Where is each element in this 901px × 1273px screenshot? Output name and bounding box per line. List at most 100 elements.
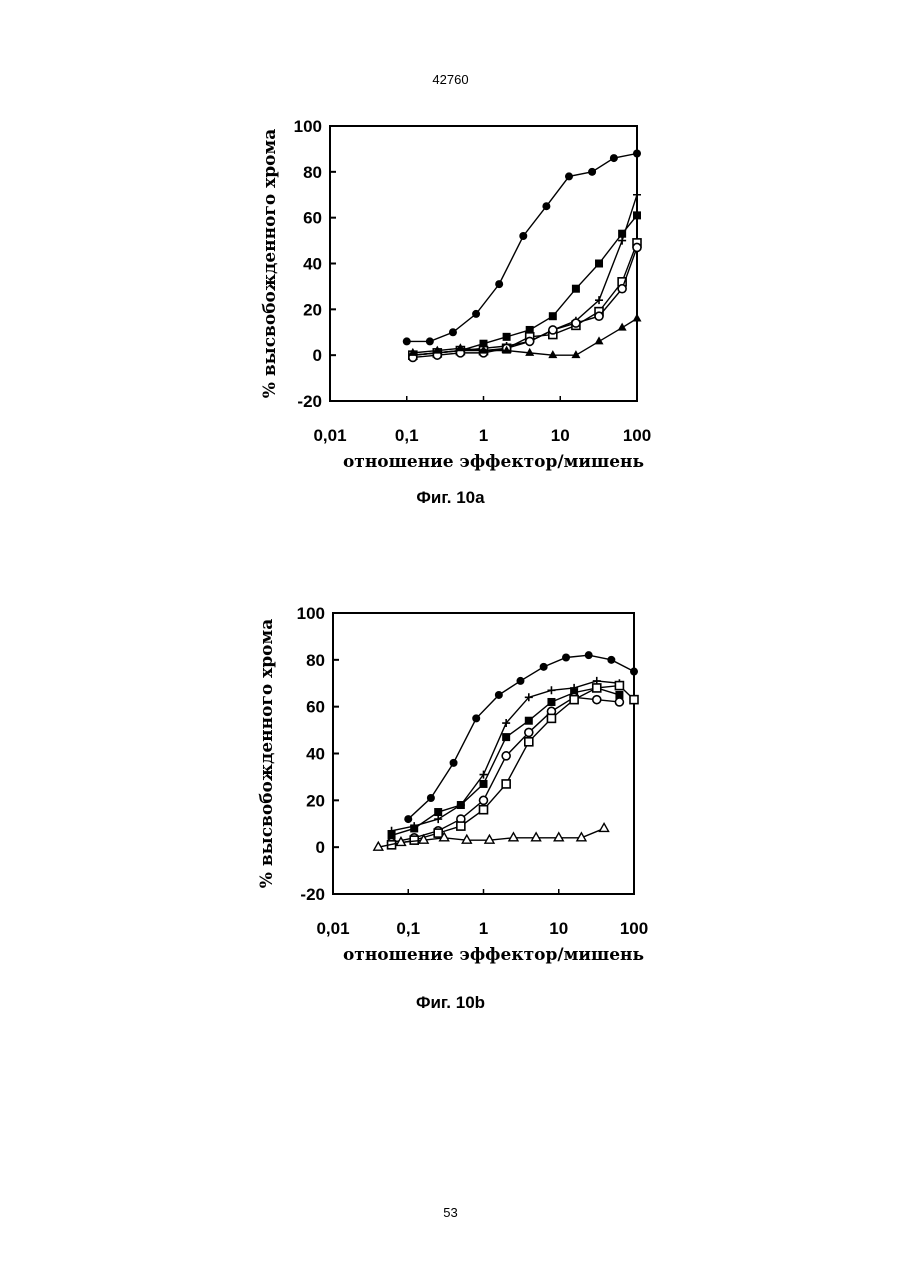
x-axis-title: отношение эффектор/мишень — [343, 452, 644, 472]
data-point — [403, 337, 411, 345]
data-point — [449, 328, 457, 336]
series-filled-circle — [404, 651, 638, 823]
data-point — [547, 714, 555, 722]
page-number: 53 — [0, 1205, 901, 1220]
data-point — [472, 310, 480, 318]
x-tick-label: 1 — [479, 426, 488, 445]
data-point — [540, 663, 548, 671]
y-tick-label: 60 — [303, 209, 322, 228]
data-point — [633, 191, 641, 199]
data-point — [607, 656, 615, 664]
data-point — [595, 312, 603, 320]
y-tick-label: -20 — [300, 885, 325, 904]
y-tick-label: 100 — [294, 117, 322, 136]
data-point — [434, 829, 442, 837]
data-point — [549, 312, 557, 320]
data-point — [615, 682, 623, 690]
data-point — [565, 172, 573, 180]
x-tick-label: 10 — [551, 426, 570, 445]
x-tick-label: 100 — [620, 919, 648, 938]
data-point — [503, 333, 511, 341]
data-point — [404, 815, 412, 823]
page-header: 42760 — [0, 72, 901, 87]
data-point — [618, 285, 626, 293]
data-point — [593, 696, 601, 704]
data-point — [480, 806, 488, 814]
data-point — [630, 668, 638, 676]
data-point — [618, 323, 627, 331]
y-tick-label: 40 — [303, 255, 322, 274]
data-point — [509, 833, 518, 841]
y-tick-label: 40 — [306, 745, 325, 764]
data-point — [572, 285, 580, 293]
data-point — [547, 698, 555, 706]
data-point — [502, 733, 510, 741]
data-point — [633, 150, 641, 158]
data-point — [633, 211, 641, 219]
data-point — [426, 337, 434, 345]
y-tick-label: -20 — [297, 392, 322, 411]
data-point — [502, 780, 510, 788]
figure-10a: -20 0 20 40 60 80 100 0,01 0,1 1 10 100 отношение эф… — [0, 100, 901, 520]
y-tick-label: 80 — [306, 651, 325, 670]
y-tick-label: 20 — [303, 300, 322, 319]
data-point — [525, 717, 533, 725]
y-tick-label: 0 — [313, 346, 322, 365]
data-point — [547, 686, 555, 694]
data-point — [434, 815, 442, 823]
x-tick-label: 0,01 — [316, 919, 349, 938]
data-point — [610, 154, 618, 162]
data-point — [495, 280, 503, 288]
data-point — [572, 319, 580, 327]
y-tick-label: 60 — [306, 698, 325, 717]
data-point — [585, 651, 593, 659]
series-line — [392, 686, 634, 845]
chart-10b: -200204060801000,010,1110100отношение эф… — [0, 590, 901, 1010]
y-tick-label: 80 — [303, 163, 322, 182]
x-tick-label: 0,01 — [313, 426, 346, 445]
chart-10a: -20 0 20 40 60 80 100 0,01 0,1 1 10 100 отношение эф… — [0, 100, 901, 520]
data-point — [600, 823, 609, 831]
data-point — [472, 714, 480, 722]
x-axis-title: отношение эффектор/мишень — [343, 945, 644, 965]
figure-caption: Фиг. 10a — [0, 488, 901, 508]
data-point — [588, 168, 596, 176]
figure-caption: Фиг. 10b — [0, 993, 901, 1013]
y-tick-label: 0 — [316, 838, 325, 857]
x-tick-label: 0,1 — [395, 426, 419, 445]
data-point — [615, 698, 623, 706]
data-point — [532, 833, 541, 841]
x-tick-label: 0,1 — [396, 919, 420, 938]
data-point — [595, 260, 603, 268]
x-tick-label: 100 — [623, 426, 651, 445]
y-tick-label: 20 — [306, 791, 325, 810]
data-point — [549, 326, 557, 334]
data-point — [633, 314, 642, 322]
data-point — [525, 738, 533, 746]
data-point — [633, 243, 641, 251]
data-point — [516, 677, 524, 685]
data-point — [457, 822, 465, 830]
data-point — [450, 759, 458, 767]
x-tick-label: 10 — [549, 919, 568, 938]
data-point — [519, 232, 527, 240]
data-point — [495, 691, 503, 699]
data-point — [593, 684, 601, 692]
series-line — [392, 688, 620, 836]
data-point — [542, 202, 550, 210]
data-point — [630, 696, 638, 704]
data-point — [595, 336, 604, 344]
data-point — [480, 780, 488, 788]
series-open-square — [388, 682, 638, 849]
series-filled-circle — [403, 150, 641, 346]
y-axis-title: % высвобожденного хрома — [257, 619, 277, 888]
series-open-square — [409, 239, 641, 359]
y-axis-title: % высвобожденного хрома — [260, 129, 280, 398]
y-tick-label: 100 — [297, 604, 325, 623]
data-point — [525, 728, 533, 736]
figure-10b: -200204060801000,010,1110100отношение эф… — [0, 590, 901, 1010]
data-point — [554, 833, 563, 841]
data-point — [562, 653, 570, 661]
data-point — [526, 337, 534, 345]
plot-frame — [330, 126, 637, 401]
